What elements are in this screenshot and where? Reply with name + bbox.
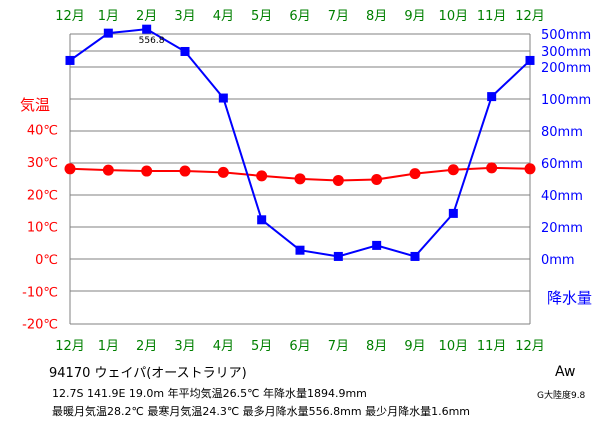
- temperature-point: [524, 163, 536, 175]
- month-label-top: 3月: [174, 9, 195, 24]
- temp-tick-label: 10℃: [27, 221, 58, 236]
- precipitation-point: [295, 245, 305, 255]
- month-label-bottom: 11月: [477, 339, 507, 354]
- climate-class: Aw: [555, 364, 576, 380]
- month-label-top: 9月: [404, 9, 425, 24]
- temp-axis-title: 気温: [20, 96, 50, 114]
- temperature-point: [447, 164, 459, 176]
- axis-labels: 12月 1月 2月 3月 4月 5月 6月 7月 8月 9月 10月 11月 12月 12月 1月 2月 3月 4…: [20, 9, 592, 354]
- temp-tick-label: -10℃: [22, 285, 58, 300]
- temperature-point: [371, 173, 383, 185]
- month-label-bottom: 9月: [404, 339, 425, 354]
- temp-tick-label: 40℃: [27, 124, 58, 139]
- month-label-top: 5月: [251, 9, 272, 24]
- precip-max-annotation: 556.8: [139, 36, 165, 46]
- precip-tick-label: 80mm: [541, 125, 583, 140]
- month-label-bottom: 5月: [251, 339, 272, 354]
- precipitation-point: [180, 46, 190, 56]
- month-label-top: 10月: [439, 9, 469, 24]
- precip-tick-label: 40mm: [541, 189, 583, 204]
- temperature-point: [294, 173, 306, 185]
- month-label-bottom: 2月: [136, 339, 157, 354]
- temp-tick-label: 30℃: [27, 156, 58, 171]
- month-label-bottom: 12月: [55, 339, 85, 354]
- month-label-bottom: 3月: [174, 339, 195, 354]
- month-label-top: 6月: [289, 9, 310, 24]
- temperature-point: [217, 166, 229, 178]
- temperature-point: [332, 174, 344, 186]
- month-label-top: 2月: [136, 9, 157, 24]
- month-label-bottom: 6月: [289, 339, 310, 354]
- precipitation-point: [487, 92, 497, 102]
- precip-tick-label: 300mm: [541, 45, 591, 60]
- month-label-bottom: 8月: [366, 339, 387, 354]
- temp-tick-label: -20℃: [22, 318, 58, 333]
- temp-tick-label: 0℃: [35, 253, 58, 268]
- month-label-top: 4月: [213, 9, 234, 24]
- station-stats-line-2: 最暖月気温28.2℃ 最寒月気温24.3℃ 最多月降水量556.8mm 最少月降…: [52, 405, 471, 418]
- precip-tick-label: 100mm: [541, 93, 591, 108]
- month-label-top: 11月: [477, 9, 507, 24]
- precipitation-line: [69, 28, 531, 258]
- temperature-point: [409, 168, 421, 180]
- precipitation-point: [372, 240, 382, 250]
- data-series: 556.8: [64, 24, 536, 261]
- month-label-bottom: 7月: [328, 339, 349, 354]
- precip-tick-label: 0mm: [541, 253, 575, 268]
- continentality-index: G大陸度9.8: [537, 391, 586, 401]
- precipitation-point: [142, 24, 152, 34]
- grid-lines: [69, 33, 531, 325]
- temperature-point: [179, 165, 191, 177]
- precipitation-point: [525, 55, 535, 65]
- month-label-bottom: 1月: [98, 339, 119, 354]
- precip-tick-label: 60mm: [541, 157, 583, 172]
- temperature-point: [486, 162, 498, 174]
- month-label-top: 12月: [55, 9, 85, 24]
- station-stats-line-1: 12.7S 141.9E 19.0m 年平均気温26.5℃ 年降水量1894.9…: [52, 387, 367, 400]
- station-name: 94170 ウェイパ(オーストラリア): [49, 366, 247, 381]
- precip-tick-label: 500mm: [541, 28, 591, 43]
- temperature-point: [102, 164, 114, 176]
- temperature-point: [141, 165, 153, 177]
- temperature-point: [256, 170, 268, 182]
- month-label-top: 12月: [515, 9, 545, 24]
- precipitation-point: [257, 215, 267, 225]
- precip-tick-label: 200mm: [541, 61, 591, 76]
- month-label-top: 1月: [98, 9, 119, 24]
- temp-tick-label: 20℃: [27, 188, 58, 203]
- temperature-point: [64, 163, 76, 175]
- month-label-bottom: 10月: [439, 339, 469, 354]
- precipitation-point: [65, 55, 75, 65]
- month-label-top: 7月: [328, 9, 349, 24]
- precipitation-point: [410, 251, 420, 261]
- month-label-bottom: 4月: [213, 339, 234, 354]
- precipitation-point: [103, 28, 113, 38]
- month-label-top: 8月: [366, 9, 387, 24]
- precipitation-point: [333, 251, 343, 261]
- precipitation-point: [448, 208, 458, 218]
- precipitation-point: [218, 93, 228, 103]
- precip-tick-label: 20mm: [541, 221, 583, 236]
- month-label-bottom: 12月: [515, 339, 545, 354]
- precip-axis-title: 降水量: [547, 289, 592, 307]
